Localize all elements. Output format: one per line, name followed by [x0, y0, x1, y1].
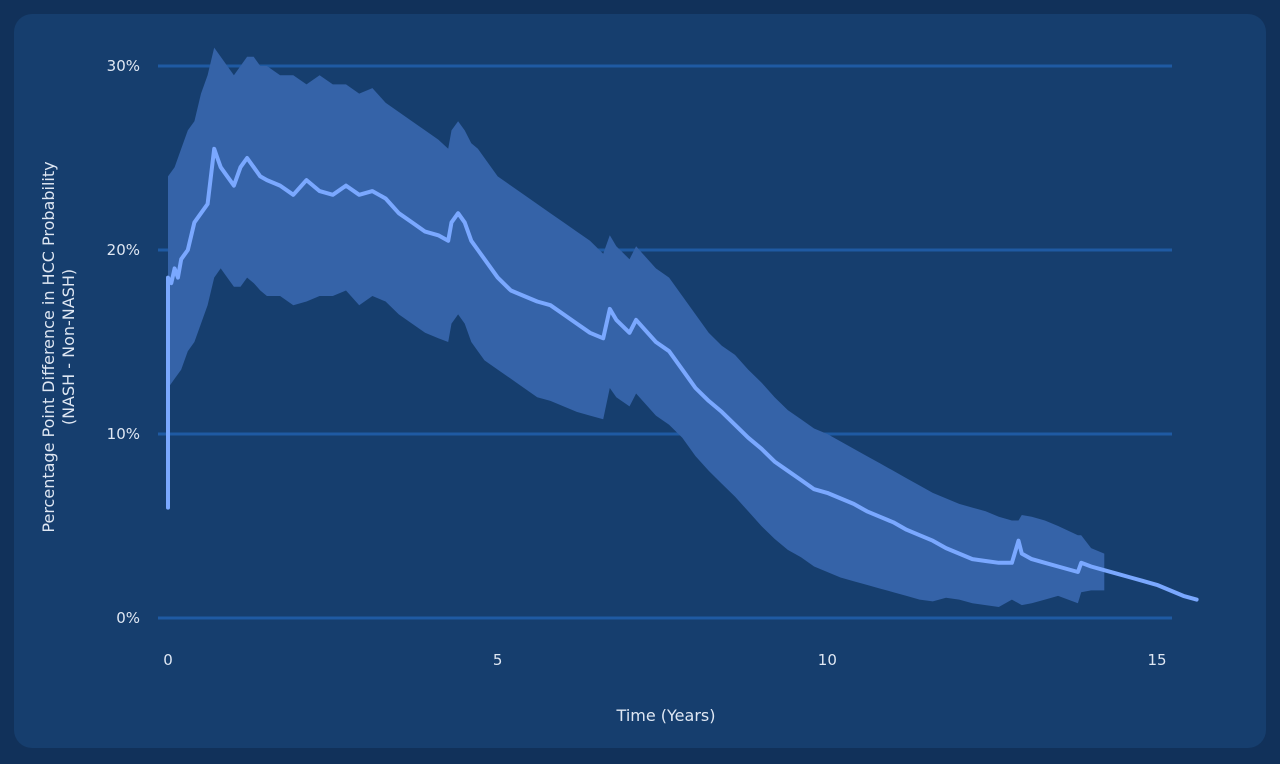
x-tick-label: 0	[163, 651, 173, 669]
y-tick-label: 20%	[107, 241, 140, 259]
y-axis-title-line-1: Percentage Point Difference in HCC Proba…	[39, 161, 58, 532]
y-tick-label: 0%	[116, 609, 140, 627]
y-tick-label: 30%	[107, 57, 140, 75]
x-axis-title: Time (Years)	[616, 706, 716, 725]
x-tick-label: 5	[493, 651, 503, 669]
estimate-line	[166, 146, 1199, 602]
x-axis-ticks: 0 5 10 15	[163, 651, 1166, 669]
y-tick-label: 10%	[107, 425, 140, 443]
y-axis-title: Percentage Point Difference in HCC Proba…	[39, 161, 78, 532]
x-tick-label: 10	[818, 651, 837, 669]
x-tick-label: 15	[1147, 651, 1166, 669]
y-axis-title-line-2: (NASH - Non-NASH)	[59, 269, 78, 425]
confidence-band	[168, 47, 1105, 608]
y-axis-ticks: 0% 10% 20% 30%	[107, 57, 140, 627]
